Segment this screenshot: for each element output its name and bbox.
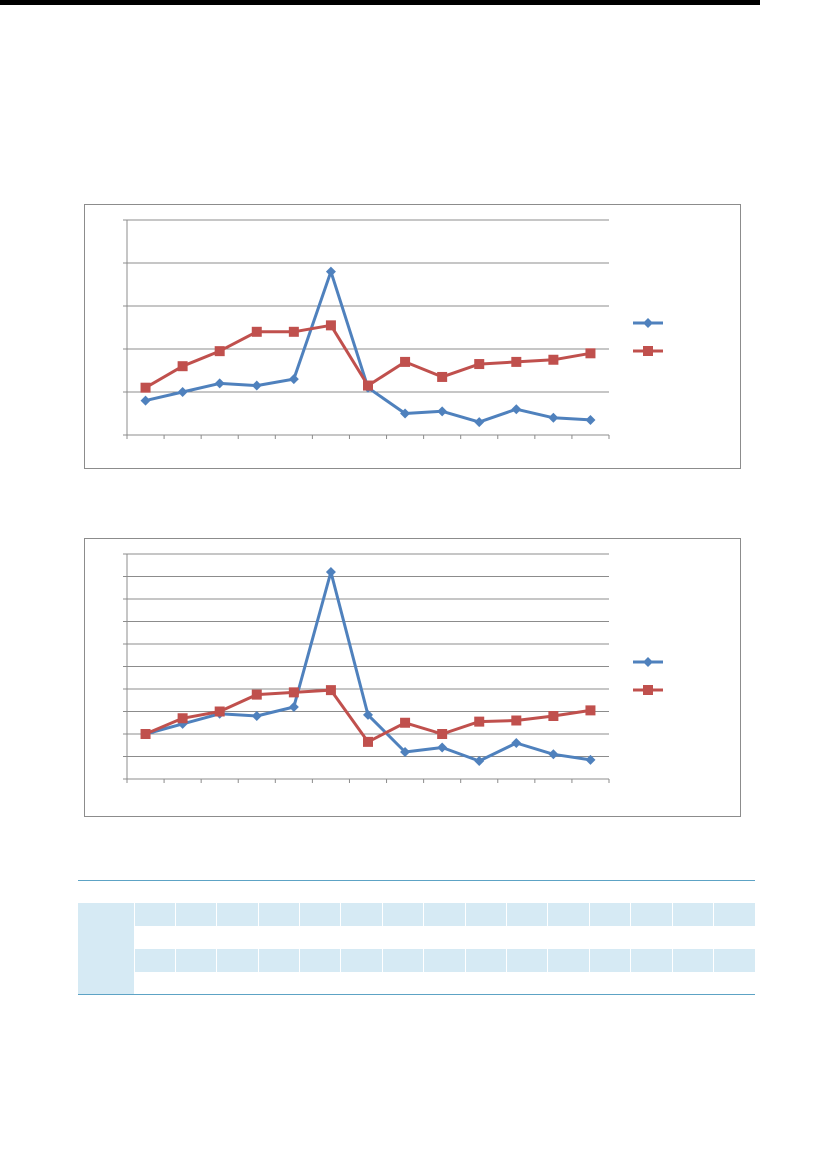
data-point-square	[474, 359, 485, 370]
data-point-square	[177, 361, 188, 372]
legend-marker-square	[643, 685, 653, 695]
data-point-square	[548, 354, 559, 365]
table-row	[78, 971, 755, 995]
data-point-diamond	[325, 266, 336, 277]
data-point-diamond	[177, 387, 188, 397]
data-point-square	[325, 685, 336, 696]
data-table	[78, 880, 755, 995]
data-point-diamond	[474, 756, 485, 766]
data-point-diamond	[585, 414, 596, 425]
legend-marker-square	[643, 346, 653, 356]
data-point-square	[325, 320, 336, 331]
data-point-square	[288, 326, 299, 337]
data-point-diamond	[251, 711, 262, 721]
data-point-square	[363, 736, 373, 747]
legend-marker-diamond	[643, 318, 653, 328]
data-point-square	[400, 356, 411, 367]
data-point-diamond	[585, 754, 596, 765]
data-point-square	[363, 380, 373, 391]
legend-marker-diamond	[643, 657, 653, 667]
data-point-diamond	[325, 567, 336, 577]
data-point-diamond	[363, 709, 373, 720]
table-row	[78, 925, 755, 949]
data-point-diamond	[400, 747, 411, 757]
line-chart-1	[84, 204, 741, 469]
chart-1-canvas	[123, 219, 663, 439]
data-point-diamond	[251, 380, 262, 391]
data-point-square	[511, 356, 522, 367]
data-point-square	[548, 711, 559, 721]
top-rule	[0, 0, 760, 5]
data-point-diamond	[474, 417, 485, 428]
data-point-diamond	[288, 702, 299, 712]
data-point-diamond	[548, 412, 559, 423]
data-point-square	[214, 706, 225, 717]
data-point-square	[251, 326, 262, 337]
series-line	[144, 323, 591, 389]
data-point-diamond	[288, 374, 299, 385]
data-point-square	[585, 348, 596, 359]
data-point-diamond	[400, 408, 411, 419]
data-point-square	[474, 716, 485, 727]
data-point-diamond	[437, 406, 448, 417]
data-point-diamond	[511, 738, 522, 748]
data-point-square	[585, 705, 596, 716]
data-point-square	[400, 717, 411, 728]
data-point-square	[437, 729, 448, 739]
data-point-square	[140, 382, 151, 393]
data-point-diamond	[140, 395, 151, 406]
data-point-diamond	[437, 742, 448, 753]
data-point-square	[511, 715, 522, 726]
data-point-diamond	[214, 378, 225, 389]
data-point-square	[251, 689, 262, 700]
data-point-diamond	[548, 749, 559, 760]
data-point-diamond	[511, 404, 522, 415]
data-point-square	[288, 687, 299, 698]
chart-2-canvas	[123, 553, 663, 783]
series-line	[145, 270, 591, 424]
table-row	[78, 948, 755, 972]
data-point-square	[140, 729, 151, 739]
table-header-row	[78, 881, 755, 903]
table-row	[78, 902, 755, 926]
line-chart-2	[84, 538, 741, 817]
data-point-square	[437, 371, 448, 382]
data-point-square	[214, 346, 225, 357]
data-point-square	[177, 713, 188, 724]
